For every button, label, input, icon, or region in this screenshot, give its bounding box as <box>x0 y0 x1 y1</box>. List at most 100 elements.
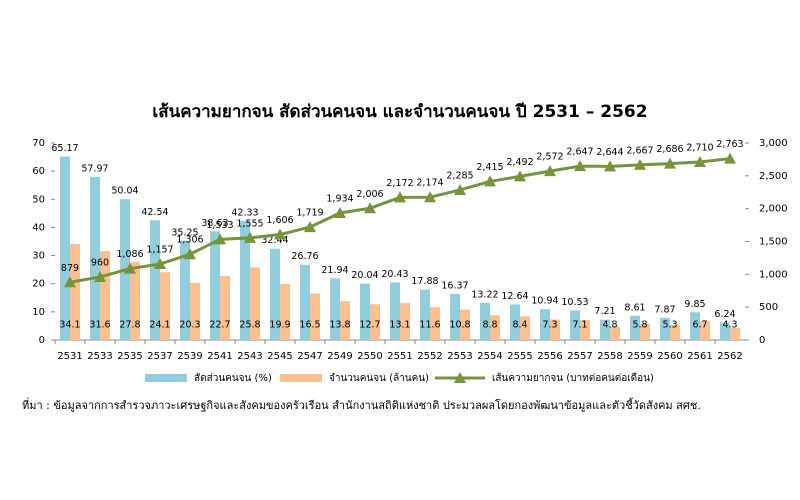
bar <box>490 315 500 340</box>
bar-value-label: 10.53 <box>561 297 588 308</box>
line-marker <box>424 191 436 203</box>
bar <box>370 304 380 340</box>
bar <box>130 261 140 340</box>
bar-value-label: 26.76 <box>291 251 318 262</box>
bar-value-label: 7.3 <box>542 320 557 331</box>
legend-swatch <box>454 372 466 383</box>
y-tick-label: 0 <box>39 335 45 346</box>
x-tick-label: 2543 <box>237 351 262 362</box>
line-marker <box>334 207 346 219</box>
x-tick-label: 2554 <box>477 351 502 362</box>
bar-value-label: 4.3 <box>722 320 737 331</box>
bar-value-label: 25.8 <box>239 320 260 331</box>
bar-value-label: 8.61 <box>624 302 645 313</box>
x-tick-label: 2541 <box>207 351 232 362</box>
bar <box>640 323 650 340</box>
bar <box>340 301 350 340</box>
bar <box>570 310 580 340</box>
bar <box>550 319 560 340</box>
line-marker <box>64 276 76 288</box>
bar-value-label: 13.22 <box>471 289 498 300</box>
bar <box>610 326 620 340</box>
bar <box>450 293 460 340</box>
line-value-label: 2,172 <box>386 178 413 189</box>
bar-value-label: 20.3 <box>179 320 200 331</box>
line-value-label: 879 <box>61 263 79 274</box>
line-marker <box>94 270 106 282</box>
line-marker <box>364 202 376 214</box>
line-value-label: 1,157 <box>146 245 173 256</box>
line-marker <box>484 175 496 187</box>
line-value-label: 1,533 <box>206 220 233 231</box>
bar-value-label: 7.1 <box>572 320 587 331</box>
bar-value-label: 6.24 <box>714 309 735 320</box>
x-tick-label: 2539 <box>177 351 202 362</box>
line-value-label: 1,719 <box>296 208 323 219</box>
x-tick-label: 2545 <box>267 351 292 362</box>
bar <box>430 307 440 340</box>
legend-label: จำนวนคนจน (ล้านคน) <box>329 372 429 384</box>
bar-value-label: 38.63 <box>201 218 228 229</box>
line-marker <box>604 160 616 172</box>
bar-value-label: 9.85 <box>684 299 705 310</box>
bar-value-label: 34.1 <box>59 320 80 331</box>
x-tick-label: 2547 <box>297 351 322 362</box>
x-tick-label: 2562 <box>717 351 742 362</box>
bar-value-label: 27.8 <box>119 320 140 331</box>
bar <box>600 319 610 340</box>
bar-value-label: 50.04 <box>111 186 138 197</box>
line-value-label: 2,285 <box>446 170 473 181</box>
bar-value-label: 42.54 <box>141 207 168 218</box>
line-value-label: 2,006 <box>356 189 383 200</box>
line-marker <box>184 248 196 260</box>
bar-value-label: 35.25 <box>171 227 198 238</box>
x-tick-label: 2537 <box>147 351 172 362</box>
x-tick-label: 2535 <box>117 351 142 362</box>
bar-value-label: 21.94 <box>321 265 348 276</box>
y2-tick-label: 500 <box>759 302 778 313</box>
bar-value-label: 16.5 <box>299 320 320 331</box>
legend-swatch <box>145 374 187 382</box>
bar <box>300 264 310 340</box>
bar <box>160 272 170 340</box>
x-tick-label: 2560 <box>657 351 682 362</box>
line-value-label: 2,686 <box>656 144 683 155</box>
line-marker <box>514 170 526 182</box>
y-tick-label: 60 <box>32 166 45 177</box>
legend-label: สัดส่วนคนจน (%) <box>194 373 272 384</box>
x-tick-label: 2531 <box>57 351 82 362</box>
bar-value-label: 24.1 <box>149 320 170 331</box>
line-value-label: 2,572 <box>536 152 563 163</box>
line-marker <box>544 165 556 177</box>
bar-value-label: 20.04 <box>351 270 378 281</box>
y2-tick-label: 3,000 <box>759 138 788 149</box>
x-tick-label: 2552 <box>417 351 442 362</box>
line-value-label: 2,710 <box>686 143 713 154</box>
bar <box>60 156 70 340</box>
bar <box>310 293 320 340</box>
y-tick-label: 70 <box>32 138 45 149</box>
legend-label: เส้นความยากจน (บาทต่อคนต่อเดือน) <box>492 372 654 384</box>
legend-swatch <box>280 374 322 382</box>
bar-value-label: 5.3 <box>662 320 677 331</box>
line-value-label: 1,606 <box>266 215 293 226</box>
line-value-label: 2,492 <box>506 157 533 168</box>
line-value-label: 1,555 <box>236 218 263 229</box>
bar-value-label: 65.17 <box>51 143 78 154</box>
bar-value-label: 12.64 <box>501 291 528 302</box>
bar-value-label: 16.37 <box>441 280 468 291</box>
bar <box>240 220 250 340</box>
line-value-label: 2,647 <box>566 147 593 158</box>
y2-tick-label: 1,500 <box>759 237 788 248</box>
line-marker <box>394 191 406 203</box>
bar <box>180 240 190 340</box>
bar <box>190 282 200 340</box>
bar <box>280 283 290 340</box>
x-tick-label: 2559 <box>627 351 652 362</box>
x-tick-label: 2551 <box>387 351 412 362</box>
line-marker <box>124 262 136 274</box>
bar-value-label: 8.8 <box>482 320 497 331</box>
bar-value-label: 19.9 <box>269 320 290 331</box>
bar <box>660 317 670 340</box>
